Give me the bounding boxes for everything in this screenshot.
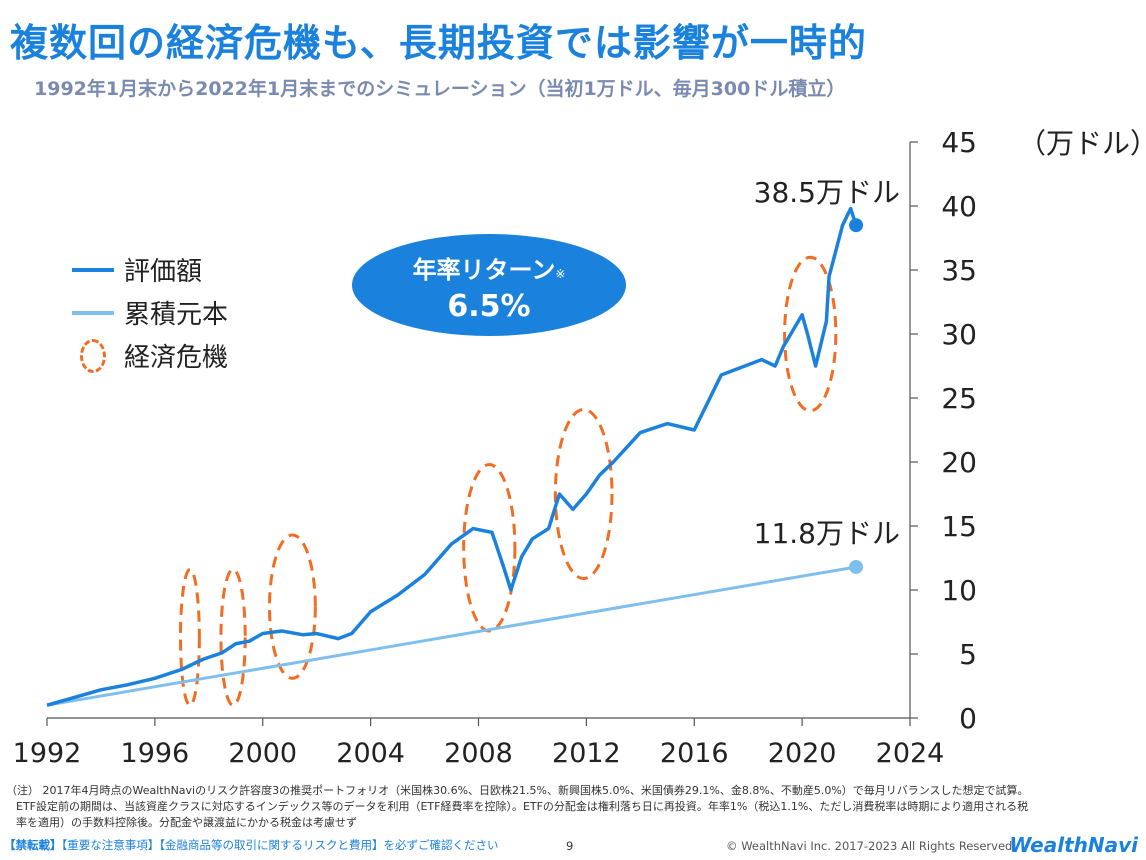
- x-tick-label-1992: 1992: [13, 738, 82, 769]
- footer-no-reprint: 【禁転載】: [4, 838, 62, 852]
- crisis-ellipse-2: [219, 568, 247, 707]
- x-tick-label-1996: 1996: [121, 738, 190, 769]
- series-line-principal: [46, 565, 857, 707]
- page-title: 複数回の経済危機も、長期投資では影響が一時的: [10, 21, 867, 65]
- footnote-line-3: 率を適用）の手数料控除後。分配金や譲渡益にかかる税金は考慮せず: [16, 816, 357, 829]
- y-unit-label: （万ドル）: [1018, 127, 1146, 160]
- y-tick-label-5: 5: [959, 638, 977, 671]
- x-tick-label-2000: 2000: [228, 738, 297, 769]
- legend-item-crisis: 経済危機: [72, 334, 228, 377]
- footnote: （注） 2017年4月時点のWealthNaviのリスク許容度3の推奨ポートフォ…: [6, 783, 1140, 831]
- crisis-ellipse-3: [267, 533, 317, 680]
- legend-item-principal: 累積元本: [72, 291, 228, 334]
- annotation-final-value: 38.5万ドル: [754, 176, 900, 209]
- x-tick-label-2024: 2024: [876, 738, 945, 769]
- y-tick-label-15: 15: [941, 510, 977, 543]
- annual-return-badge: 年率リターン※ 6.5%: [352, 234, 626, 336]
- legend-swatch-principal: [72, 310, 114, 315]
- legend-swatch-value: [72, 267, 114, 272]
- footnote-line-1: （注） 2017年4月時点のWealthNaviのリスク許容度3の推奨ポートフォ…: [6, 784, 1029, 797]
- chart: 1992 1996 2000 2004 2008 2012 2016 2020 2024 0 5 10…: [13, 126, 1146, 769]
- x-tick-label-2012: 2012: [552, 738, 621, 769]
- crisis-ellipse-1: [178, 568, 201, 707]
- y-tick-label-40: 40: [941, 190, 977, 223]
- x-tick-label-2016: 2016: [660, 738, 729, 769]
- legend-swatch-crisis: [80, 338, 106, 373]
- page-subtitle: 1992年1月末から2022年1月末までのシミュレーション（当初1万ドル、毎月3…: [34, 78, 846, 100]
- annual-return-value: 6.5%: [447, 289, 531, 324]
- x-tick-label-2008: 2008: [444, 738, 513, 769]
- legend-label-principal: 累積元本: [124, 300, 229, 330]
- x-tick-label-2020: 2020: [768, 738, 837, 769]
- y-tick-label-25: 25: [941, 382, 977, 415]
- crisis-ellipse-4: [462, 463, 517, 633]
- x-tick-label-2004: 2004: [336, 738, 405, 769]
- annotation-final-principal: 11.8万ドル: [754, 517, 900, 550]
- footer: 【禁転載】【重要な注意事項】【金融商品等の取引に関するリスクと費用】を必ずご確認…: [4, 833, 1142, 857]
- annual-return-label: 年率リターン: [412, 256, 556, 284]
- end-marker-value: [849, 218, 864, 233]
- chart-legend: 評価額 累積元本 経済危機: [72, 248, 228, 377]
- y-tick-label-30: 30: [941, 318, 977, 351]
- legend-label-crisis: 経済危機: [124, 343, 229, 373]
- footer-notice-link[interactable]: 【重要な注意事項】【金融商品等の取引に関するリスクと費用】を必ずご確認ください: [61, 838, 499, 852]
- page-number: 9: [566, 839, 574, 853]
- crisis-ellipse-6: [783, 255, 838, 413]
- annual-return-note-mark: ※: [555, 267, 566, 281]
- brand-logo: WealthNavi: [1009, 833, 1138, 857]
- y-tick-label-10: 10: [941, 574, 977, 607]
- legend-item-value: 評価額: [72, 248, 228, 291]
- footnote-line-2: ETF設定前の期間は、当該資産クラスに対応するインデックス等のデータを利用（ET…: [16, 800, 1029, 813]
- y-tick-label-20: 20: [941, 446, 977, 479]
- y-tick-label-45: 45: [941, 126, 977, 159]
- crisis-ellipse-5: [553, 408, 614, 580]
- y-tick-label-35: 35: [941, 254, 977, 287]
- copyright: © WealthNavi Inc. 2017-2023 All Rights R…: [726, 839, 1016, 853]
- end-marker-principal: [849, 559, 864, 574]
- y-tick-label-0: 0: [959, 702, 977, 735]
- series-line-value: [46, 206, 858, 707]
- legend-label-value: 評価額: [124, 257, 203, 287]
